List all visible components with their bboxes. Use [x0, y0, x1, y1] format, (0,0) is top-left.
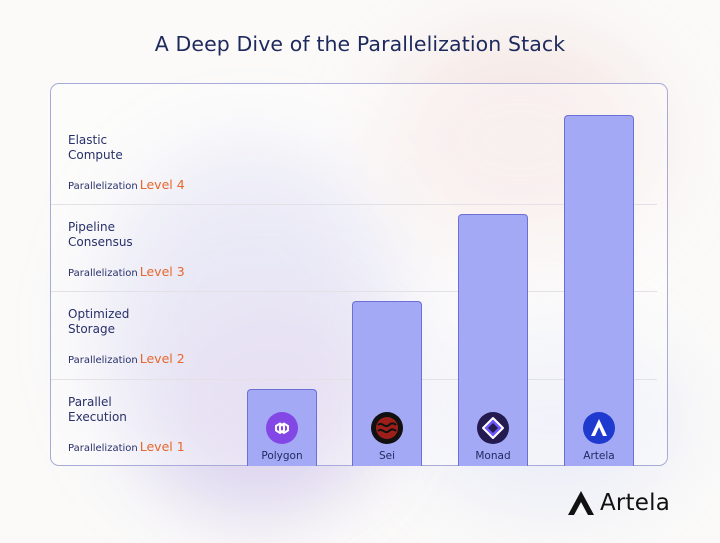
level-name: Parallel Execution — [68, 395, 127, 424]
level-number: Level 4 — [139, 177, 185, 192]
category-label: Monad — [475, 450, 511, 462]
brand-logo: Artela — [567, 490, 670, 516]
level-prefix: Parallelization — [68, 443, 138, 454]
level-label: Parallel Execution Parallelization Level 1 — [68, 395, 228, 462]
category-label: Polygon — [261, 450, 303, 462]
level-name: Elastic Compute — [68, 133, 123, 162]
category-label: Artela — [583, 450, 615, 462]
level-subtitle: Parallelization Level 1 — [68, 439, 185, 454]
level-prefix: Parallelization — [68, 181, 138, 192]
level-subtitle: Parallelization Level 4 — [68, 177, 185, 192]
artela-icon — [583, 412, 615, 444]
level-label: Optimized Storage Parallelization Level 2 — [68, 307, 228, 374]
level-number: Level 1 — [139, 439, 185, 454]
brand-name: Artela — [599, 490, 670, 516]
grid-line — [51, 291, 657, 292]
level-subtitle: Parallelization Level 3 — [68, 264, 185, 279]
level-subtitle: Parallelization Level 2 — [68, 351, 185, 366]
level-prefix: Parallelization — [68, 268, 138, 279]
level-number: Level 2 — [139, 351, 185, 366]
grid-line — [51, 204, 657, 205]
sei-icon — [371, 412, 403, 444]
level-label: Elastic Compute Parallelization Level 4 — [68, 133, 228, 200]
level-name: Pipeline Consensus — [68, 220, 133, 249]
level-label: Pipeline Consensus Parallelization Level 3 — [68, 220, 228, 287]
level-prefix: Parallelization — [68, 355, 138, 366]
level-name: Optimized Storage — [68, 307, 130, 336]
level-number: Level 3 — [139, 264, 185, 279]
monad-icon — [477, 412, 509, 444]
category-label: Sei — [378, 450, 396, 462]
bar-artela — [564, 115, 634, 466]
chart-title: A Deep Dive of the Parallelization Stack — [154, 32, 566, 56]
polygon-icon — [266, 412, 298, 444]
artela-logo-icon — [567, 491, 594, 515]
